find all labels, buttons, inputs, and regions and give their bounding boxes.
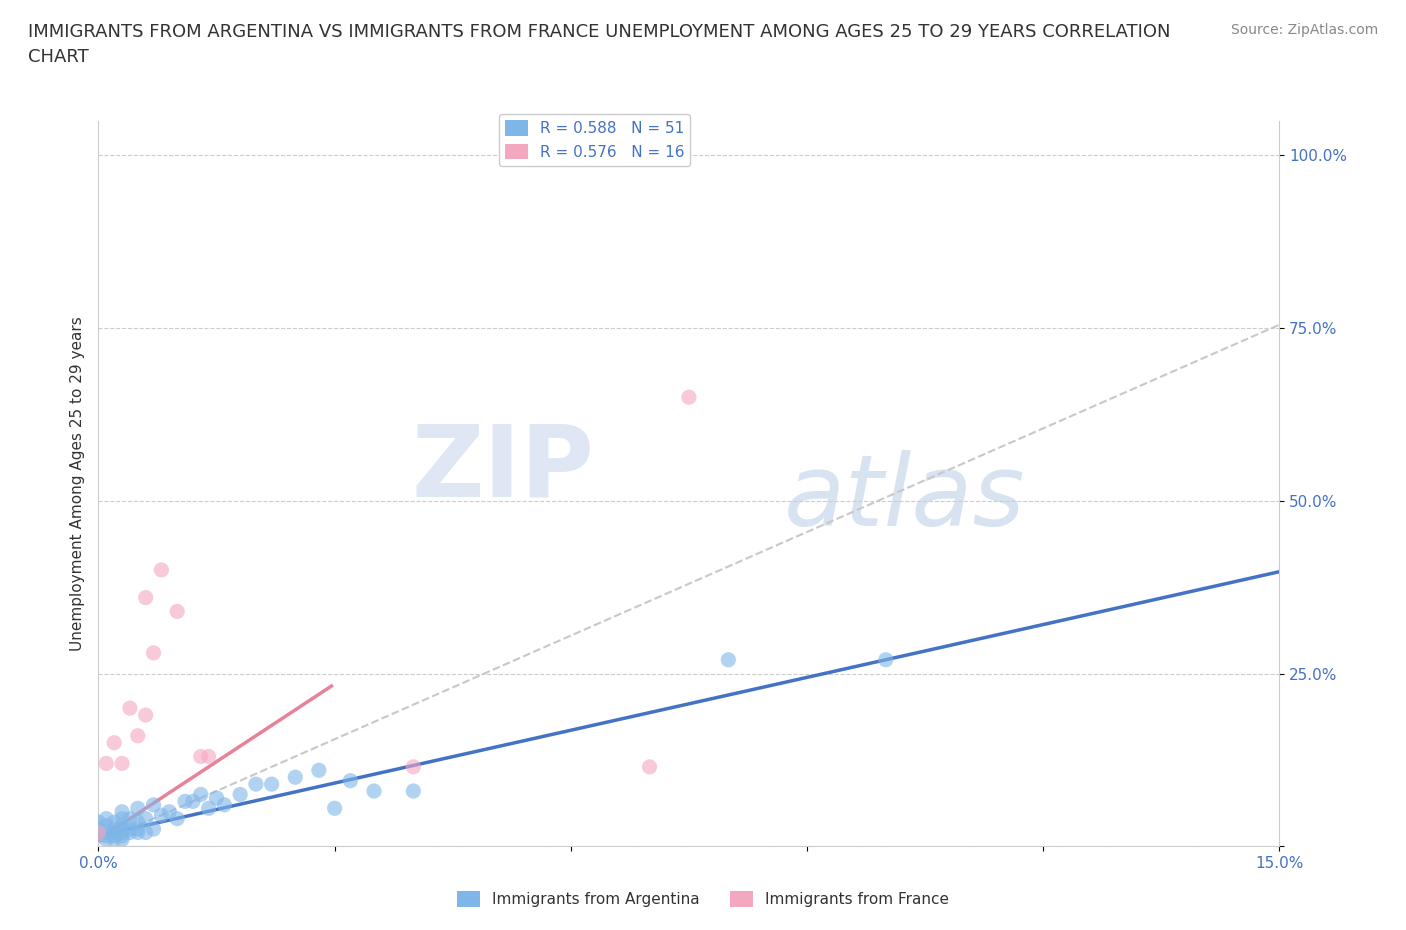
Point	[142, 645, 165, 660]
Point	[135, 825, 157, 840]
Point	[127, 801, 149, 816]
Text: CHART: CHART	[28, 48, 89, 66]
Point	[142, 797, 165, 812]
Point	[96, 756, 118, 771]
Point	[111, 811, 134, 826]
Point	[111, 818, 134, 833]
Text: IMMIGRANTS FROM ARGENTINA VS IMMIGRANTS FROM FRANCE UNEMPLOYMENT AMONG AGES 25 T: IMMIGRANTS FROM ARGENTINA VS IMMIGRANTS …	[28, 23, 1171, 41]
Point	[135, 708, 157, 723]
Point	[111, 825, 134, 840]
Point	[111, 821, 134, 836]
Point	[127, 825, 149, 840]
Point	[402, 784, 425, 799]
Point	[118, 700, 141, 715]
Point	[308, 763, 330, 777]
Point	[118, 811, 141, 826]
Point	[118, 825, 141, 840]
Point	[96, 818, 118, 833]
Point	[174, 794, 197, 809]
Point	[142, 821, 165, 836]
Point	[150, 808, 173, 823]
Point	[166, 604, 188, 618]
Point	[678, 390, 700, 405]
Point	[166, 811, 188, 826]
Point	[127, 815, 149, 830]
Point	[197, 749, 219, 764]
Point	[96, 825, 118, 840]
Point	[135, 591, 157, 605]
Point	[103, 825, 125, 840]
Legend: Immigrants from Argentina, Immigrants from France: Immigrants from Argentina, Immigrants fr…	[451, 884, 955, 913]
Legend: R = 0.588   N = 51, R = 0.576   N = 16: R = 0.588 N = 51, R = 0.576 N = 16	[499, 114, 690, 166]
Point	[118, 821, 141, 836]
Point	[402, 760, 425, 775]
Point	[103, 829, 125, 844]
Text: ZIP: ZIP	[412, 420, 595, 518]
Point	[875, 652, 897, 667]
Point	[87, 821, 110, 836]
Point	[103, 832, 125, 847]
Point	[96, 829, 118, 844]
Point	[260, 777, 283, 791]
Point	[284, 770, 307, 785]
Point	[363, 784, 385, 799]
Point	[127, 821, 149, 836]
Point	[323, 801, 346, 816]
Point	[135, 811, 157, 826]
Point	[96, 811, 118, 826]
Text: Source: ZipAtlas.com: Source: ZipAtlas.com	[1230, 23, 1378, 37]
Point	[638, 760, 661, 775]
Point	[103, 821, 125, 836]
Point	[717, 652, 740, 667]
Point	[205, 790, 228, 805]
Point	[87, 825, 110, 840]
Y-axis label: Unemployment Among Ages 25 to 29 years: Unemployment Among Ages 25 to 29 years	[69, 316, 84, 651]
Point	[229, 787, 252, 802]
Point	[111, 804, 134, 819]
Point	[245, 777, 267, 791]
Point	[190, 787, 212, 802]
Point	[127, 728, 149, 743]
Point	[197, 801, 219, 816]
Point	[87, 825, 110, 840]
Point	[87, 815, 110, 830]
Point	[103, 736, 125, 751]
Text: atlas: atlas	[783, 449, 1025, 547]
Point	[96, 832, 118, 847]
Point	[103, 815, 125, 830]
Point	[214, 797, 236, 812]
Point	[111, 756, 134, 771]
Point	[111, 832, 134, 847]
Point	[339, 773, 361, 788]
Point	[111, 829, 134, 844]
Point	[150, 563, 173, 578]
Point	[157, 804, 180, 819]
Point	[190, 749, 212, 764]
Point	[181, 794, 204, 809]
